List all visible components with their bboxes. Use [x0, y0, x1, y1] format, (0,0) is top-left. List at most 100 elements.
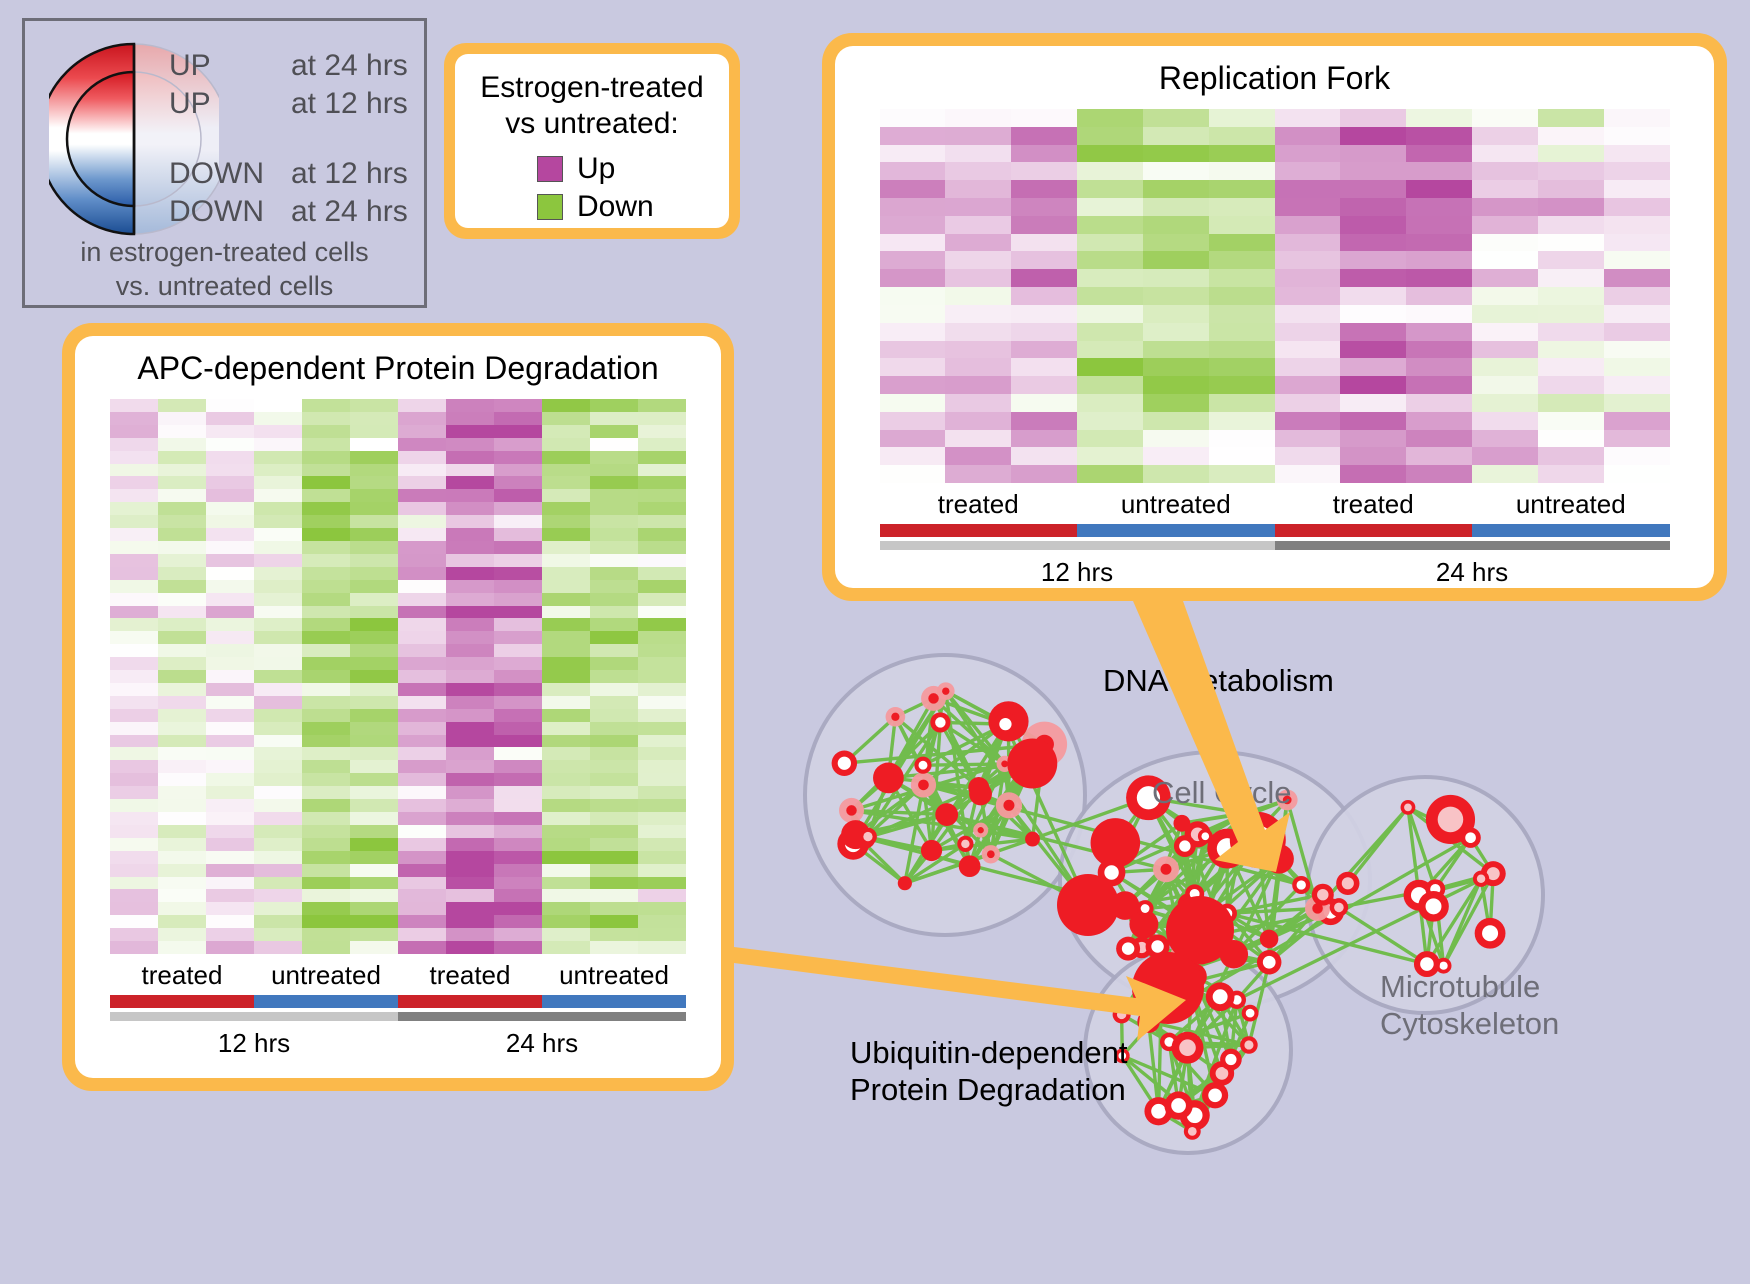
- network-node-core: [1151, 940, 1163, 952]
- heatmap-cell: [1143, 198, 1209, 216]
- heatmap-cell: [1209, 287, 1275, 305]
- heatmap-cell: [590, 567, 638, 580]
- heatmap-cell: [1538, 198, 1604, 216]
- heatmap-cell: [1340, 394, 1406, 412]
- heatmap-cell: [110, 593, 158, 606]
- heatmap-cell: [446, 541, 494, 554]
- heatmap-cell: [110, 464, 158, 477]
- heatmap-cell: [880, 447, 946, 465]
- heatmap-cell: [302, 606, 350, 619]
- heatmap-cell: [110, 683, 158, 696]
- heatmap-cell: [1011, 269, 1077, 287]
- heatmap-cell: [1143, 430, 1209, 448]
- heatmap-cell: [254, 851, 302, 864]
- heatmap-cell: [638, 877, 686, 890]
- heatmap-cell: [494, 464, 542, 477]
- heatmap-cell: [110, 773, 158, 786]
- heatmap-cell: [446, 425, 494, 438]
- heatmap-cell: [638, 928, 686, 941]
- heatmap-cell: [1604, 216, 1670, 234]
- heatmap-cell: [302, 941, 350, 954]
- heatmap-cell: [110, 580, 158, 593]
- heatmap-cell: [1275, 198, 1341, 216]
- network-node-core: [1342, 877, 1354, 889]
- heatmap-cell: [1011, 323, 1077, 341]
- heatmap-cell: [158, 528, 206, 541]
- heatmap-cell: [542, 541, 590, 554]
- heatmap-cell: [302, 760, 350, 773]
- heatmap-cell: [110, 747, 158, 760]
- gradient-key-row: UP at 12 hrs: [169, 87, 408, 125]
- network-node[interactable]: [1007, 739, 1057, 789]
- heatmap-cell: [206, 412, 254, 425]
- updown-legend-title-line2: vs untreated:: [465, 106, 719, 142]
- heatmap-cell: [158, 412, 206, 425]
- heatmap-cell: [590, 618, 638, 631]
- heatmap-cell: [494, 593, 542, 606]
- network-node[interactable]: [1260, 930, 1279, 949]
- heatmap-cell: [1077, 145, 1143, 163]
- network-node-core: [987, 850, 995, 858]
- heatmap-cell: [446, 735, 494, 748]
- network-node-core: [928, 693, 938, 703]
- heatmap-cell: [1472, 465, 1538, 483]
- heatmap-cell: [494, 644, 542, 657]
- heatmap-cell: [110, 786, 158, 799]
- network-node[interactable]: [873, 763, 904, 794]
- group-bar-segment: [398, 995, 542, 1008]
- network-node[interactable]: [968, 777, 989, 798]
- heatmap-cell: [1275, 412, 1341, 430]
- network-node[interactable]: [921, 840, 942, 861]
- heatmap-cell: [302, 825, 350, 838]
- heatmap-cell: [254, 799, 302, 812]
- heatmap-cell: [542, 644, 590, 657]
- heatmap-cell: [158, 541, 206, 554]
- heatmap-cell: [446, 773, 494, 786]
- heatmap-cell: [350, 902, 398, 915]
- network-node[interactable]: [1132, 952, 1204, 1024]
- heatmap-cell: [206, 928, 254, 941]
- network-node[interactable]: [1057, 874, 1119, 936]
- heatmap-cell: [398, 864, 446, 877]
- heatmap-cell: [542, 915, 590, 928]
- cluster-label-ubiquitin-dependent-protein-degradation: Ubiquitin-dependent Protein Degradation: [850, 1034, 1128, 1108]
- network-node[interactable]: [1025, 832, 1040, 847]
- heatmap-cell: [1209, 109, 1275, 127]
- heatmap-cell: [158, 567, 206, 580]
- heatmap-cell: [158, 928, 206, 941]
- heatmap-cell: [494, 915, 542, 928]
- network-node-core: [1201, 832, 1209, 840]
- heatmap-cell: [446, 606, 494, 619]
- heatmap-cell: [1406, 305, 1472, 323]
- heatmap-cell: [494, 851, 542, 864]
- heatmap-cell: [446, 928, 494, 941]
- heatmap-cell: [638, 825, 686, 838]
- heatmap-cell: [1472, 323, 1538, 341]
- heatmap-cell: [1209, 323, 1275, 341]
- heatmap-cell: [398, 877, 446, 890]
- network-node[interactable]: [1173, 815, 1190, 832]
- heatmap-cell: [254, 722, 302, 735]
- heatmap-cell: [638, 502, 686, 515]
- network-node[interactable]: [935, 803, 958, 826]
- heatmap-cell: [254, 541, 302, 554]
- heatmap-cell: [206, 851, 254, 864]
- heatmap-cell: [1143, 145, 1209, 163]
- heatmap-cell: [302, 657, 350, 670]
- heatmap-cell: [206, 644, 254, 657]
- heatmap-cell: [446, 889, 494, 902]
- network-node[interactable]: [959, 855, 981, 877]
- group-bar-segment: [542, 995, 686, 1008]
- heatmap-cell: [1275, 216, 1341, 234]
- network-node[interactable]: [898, 876, 912, 890]
- heatmap-cell: [945, 430, 1011, 448]
- heatmap-cell: [1406, 376, 1472, 394]
- heatmap-cell: [1011, 216, 1077, 234]
- network-node-core: [1246, 1009, 1255, 1018]
- heatmap-cell: [254, 902, 302, 915]
- heatmap-cell: [494, 451, 542, 464]
- heatmap-cell: [1340, 180, 1406, 198]
- heatmap-cell: [542, 683, 590, 696]
- heatmap-cell: [638, 760, 686, 773]
